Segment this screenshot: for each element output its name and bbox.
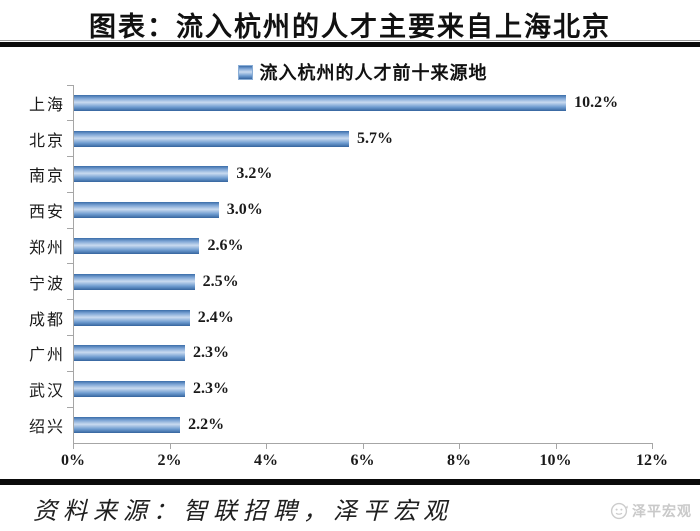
value-label: 10.2% (574, 93, 619, 111)
x-axis-tick (555, 444, 557, 449)
y-axis-tick (67, 84, 74, 86)
x-axis-tick-label: 4% (254, 452, 278, 469)
category-label: 绍兴 (28, 419, 65, 437)
bar-row: 绍兴 2.2% (29, 406, 653, 443)
value-label: 3.2% (236, 165, 273, 183)
category-label: 北京 (28, 132, 65, 150)
category-label: 广州 (28, 347, 65, 365)
y-axis-tick (67, 299, 74, 301)
category-label: 南京 (28, 168, 65, 186)
x-axis-tick (73, 444, 74, 449)
bar (74, 166, 229, 183)
title-divider (0, 40, 700, 47)
bar-row: 西安 3.0% (29, 191, 653, 228)
value-label: 2.4% (197, 308, 234, 326)
y-axis-tick (67, 335, 74, 337)
y-axis-tick (67, 120, 74, 122)
legend-swatch-icon (237, 64, 253, 80)
value-label: 2.3% (192, 344, 229, 362)
x-axis-tick (362, 444, 364, 449)
value-label: 2.5% (202, 272, 239, 290)
bar (74, 273, 195, 290)
bar-row: 成都 2.4% (29, 299, 653, 336)
zeping-logo: 泽平宏观 (610, 501, 692, 521)
value-label: 2.3% (192, 380, 229, 398)
x-axis: 0% 2% 4% 6% 8% 10% 12% (61, 443, 668, 477)
y-axis-tick (67, 191, 74, 193)
bar-row: 南京 3.2% (29, 156, 653, 193)
bar-rows: 上海 10.2% 北京 5.7% 南京 3.2% 西安 3.0% 郑州 2.6% 宁波 2.5% 成都 2… (29, 84, 653, 443)
bar (74, 130, 350, 147)
footer-divider (0, 479, 700, 486)
y-axis-tick (67, 370, 74, 372)
category-label: 武汉 (28, 383, 65, 401)
x-axis-tick-label: 10% (539, 452, 572, 469)
x-axis-tick-label: 6% (350, 452, 375, 469)
x-axis-tick (169, 444, 171, 449)
y-axis-tick (67, 263, 74, 265)
category-label: 郑州 (28, 240, 65, 258)
y-axis-tick (67, 227, 74, 229)
page-title: 图表：流入杭州的人才主要来自上海北京 (89, 12, 611, 42)
bar (74, 238, 200, 255)
y-axis-tick (67, 406, 74, 408)
bar-row: 上海 10.2% (29, 84, 653, 121)
bar-chart-plot-area: 上海 10.2% 北京 5.7% 南京 3.2% 西安 3.0% 郑州 2.6% 宁波 2.5% 成都 2… (29, 84, 653, 444)
bar-row: 郑州 2.6% (29, 227, 653, 264)
bar-row: 武汉 2.3% (29, 370, 653, 407)
x-axis-tick (459, 444, 460, 449)
bar (74, 202, 219, 219)
bar-row: 宁波 2.5% (29, 263, 653, 300)
whale-circle-icon (610, 502, 628, 520)
bar (74, 381, 185, 398)
category-label: 上海 (28, 96, 65, 114)
value-label: 2.2% (188, 416, 225, 434)
bar (74, 345, 185, 362)
source-text: 资料来源：智联招聘，泽平宏观 (33, 499, 453, 525)
x-axis-tick (266, 444, 267, 449)
logo-text: 泽平宏观 (632, 505, 692, 520)
x-axis-tick-label: 2% (157, 452, 182, 469)
x-axis-tick (652, 444, 653, 449)
x-axis-tick-label: 8% (447, 452, 471, 469)
value-label: 5.7% (357, 129, 394, 147)
x-axis-tick-label: 0% (61, 452, 85, 469)
bar (74, 417, 181, 434)
category-label: 成都 (28, 311, 65, 329)
bar-row: 广州 2.3% (29, 335, 653, 372)
value-label: 2.6% (207, 237, 244, 255)
chart-legend: 流入杭州的人才前十来源地 (73, 62, 652, 83)
category-label: 西安 (28, 204, 65, 222)
bar (74, 309, 190, 326)
legend-label: 流入杭州的人才前十来源地 (259, 63, 488, 83)
value-label: 3.0% (226, 201, 263, 219)
y-axis-tick (67, 156, 74, 158)
bar (74, 94, 567, 111)
x-axis-tick-label: 12% (636, 452, 668, 469)
category-label: 宁波 (28, 275, 65, 293)
bar-row: 北京 5.7% (29, 120, 653, 157)
